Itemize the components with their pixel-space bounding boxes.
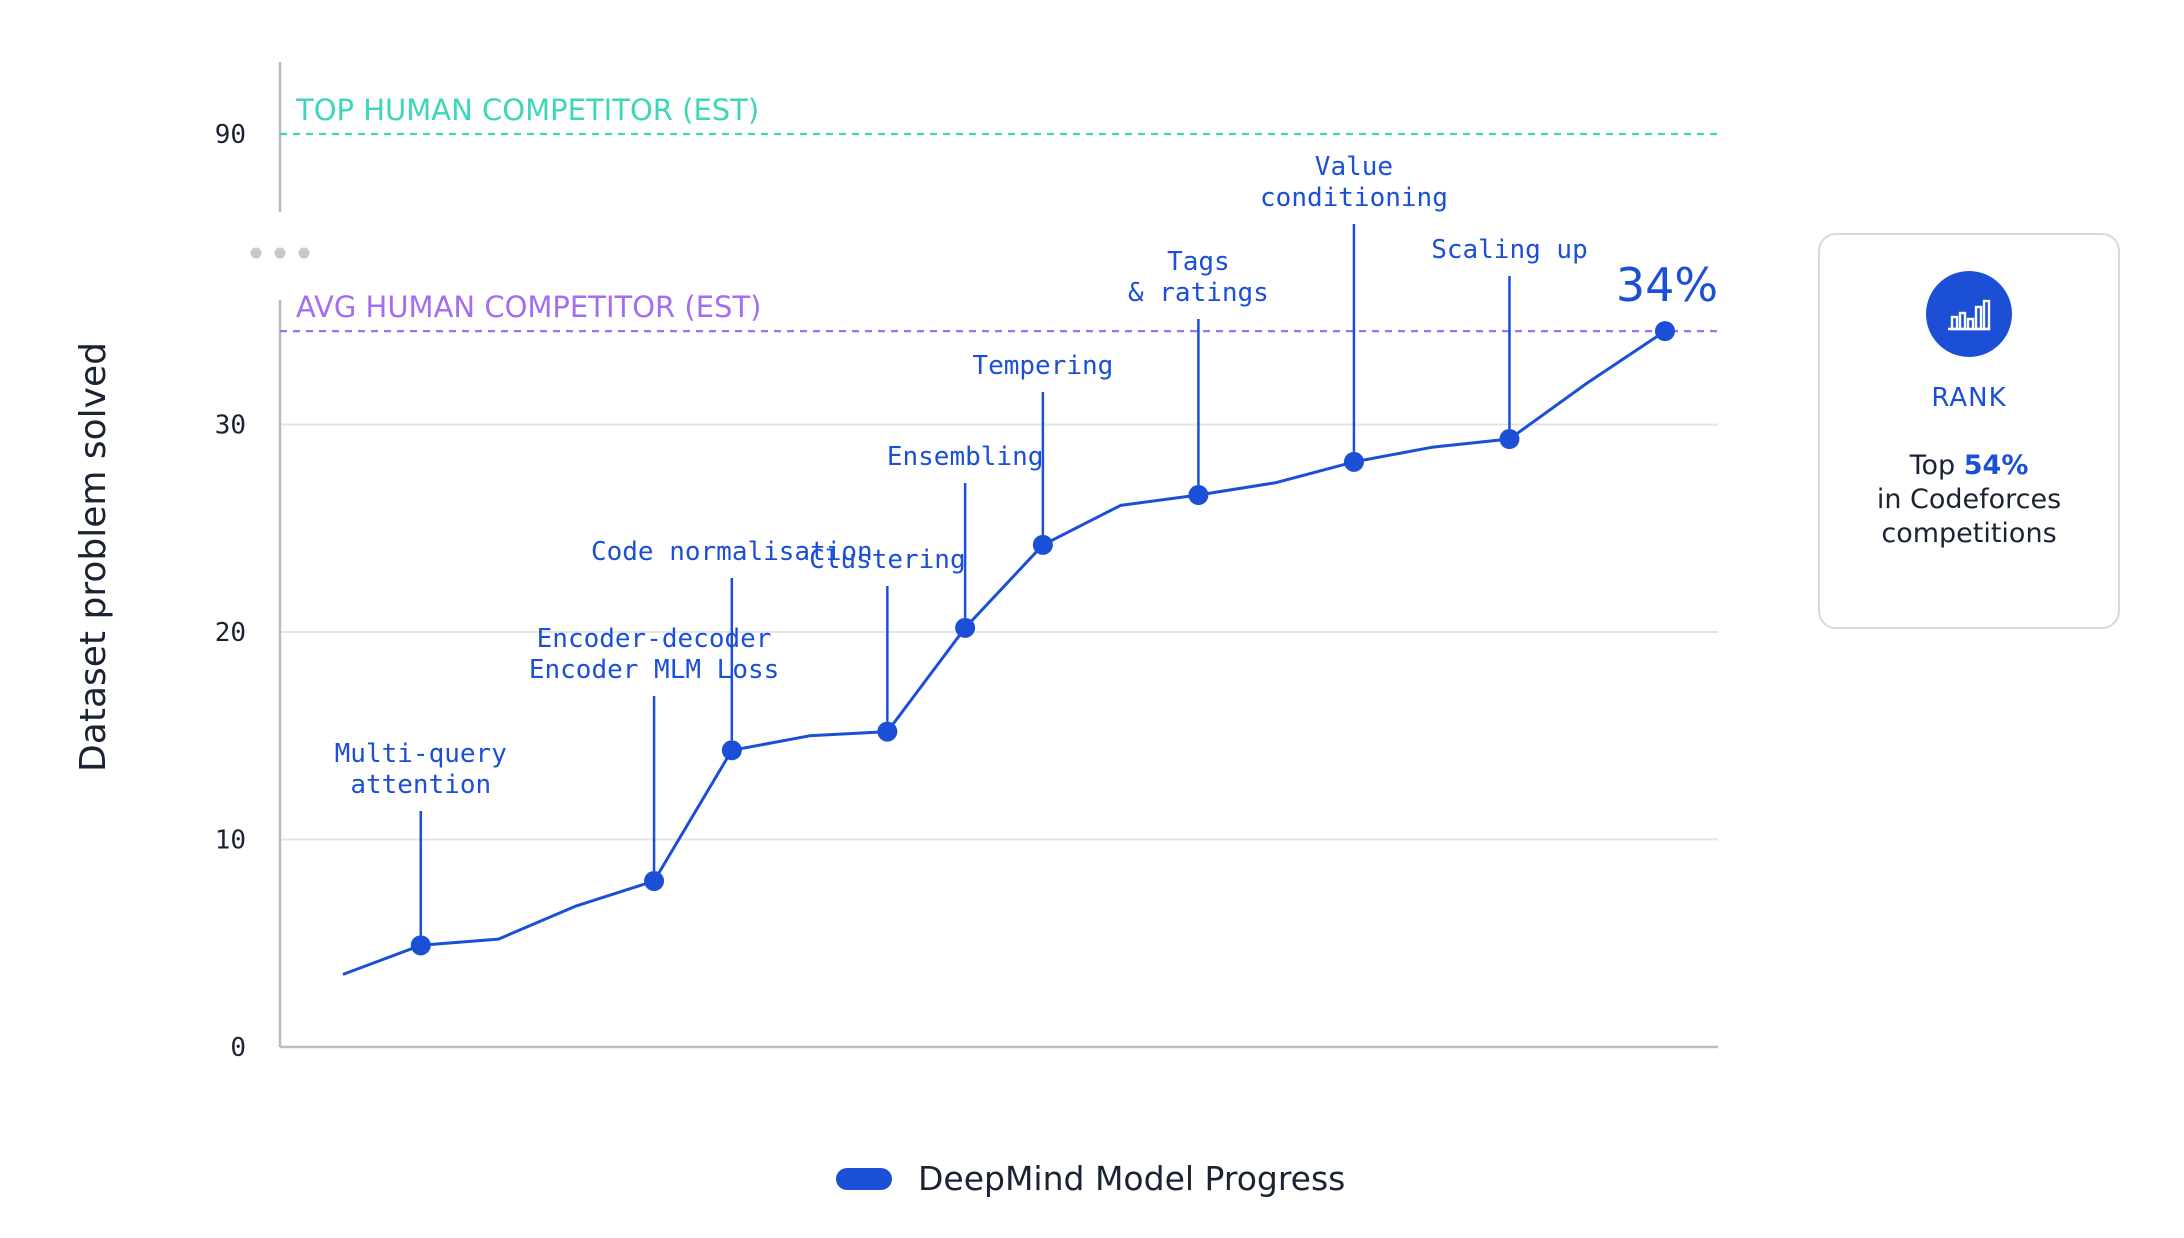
y-tick-label-0: 0 [230,1033,246,1063]
series-line-path [342,329,1666,976]
annotation-label-4-line-1: Clustering [809,545,966,575]
annotation-label-8-line-1: Value [1315,152,1393,182]
series-markers [410,321,1675,956]
reference-label-1: TOP HUMAN COMPETITOR (EST) [295,93,759,127]
legend: DeepMind Model Progress [836,1159,1345,1198]
annotation-label-7-line-2: & ratings [1128,278,1269,308]
annotation-label-7-line-1: Tags [1167,247,1230,277]
reference-label-2: AVG HUMAN COMPETITOR (EST) [296,290,761,324]
data-point-9 [1032,534,1053,555]
rank-title: RANK [1931,383,2007,413]
data-point-5 [721,740,742,761]
rank-percent: 54% [1963,450,2029,481]
axis-break-dot-2 [274,247,286,259]
annotation-label-5-line-1: Ensembling [887,442,1044,472]
y-tick-label-90: 90 [215,120,246,150]
rank-line3: competitions [1881,518,2057,549]
rank-card: RANK Top 54% in Codeforces competitions [1818,233,2120,629]
data-point-7 [877,721,898,742]
y-tick-label-20: 20 [215,618,246,648]
annotation-label-3-line-1: Code normalisation [591,537,873,567]
annotation-leaders [419,224,1511,936]
data-point-11 [1188,485,1209,506]
data-point-13 [1343,451,1364,472]
axis-break-dot-1 [250,247,262,259]
annotation-label-1-line-2: attention [350,770,491,800]
axes: 0 10 20 30 90 [215,62,1718,1063]
annotation-label-1-line-1: Multi-query [335,739,507,769]
legend-label: DeepMind Model Progress [918,1159,1345,1198]
reference-lines: TOP HUMAN COMPETITOR (EST) AVG HUMAN COMP… [280,93,1718,333]
data-point-1 [410,935,431,956]
gridlines [280,423,1718,841]
annotation-label-2-line-2: Encoder MLM Loss [529,655,779,685]
annotation-label-6-line-1: Tempering [972,351,1113,381]
y-axis-label: Dataset problem solved [73,342,114,772]
rank-prefix: Top [1909,450,1964,481]
y-tick-label-10: 10 [215,826,246,856]
annotation-label-9-line-1: Scaling up [1431,235,1588,265]
data-point-8 [955,617,976,638]
rank-description: Top 54% in Codeforces competitions [1820,449,2118,551]
bar-chart-icon [1926,271,2012,357]
final-value-label: 34% [1616,258,1718,312]
axis-break-dot-3 [298,247,310,259]
annotation-label-2-line-1: Encoder-decoder [537,624,772,654]
y-tick-label-30: 30 [215,411,246,441]
data-point-4 [644,871,665,891]
annotation-label-8-line-2: conditioning [1260,183,1448,213]
series-line [342,329,1666,976]
legend-swatch [836,1168,892,1190]
data-point-15 [1499,429,1520,450]
data-point-17 [1655,321,1675,342]
rank-line2: in Codeforces [1876,484,2062,515]
